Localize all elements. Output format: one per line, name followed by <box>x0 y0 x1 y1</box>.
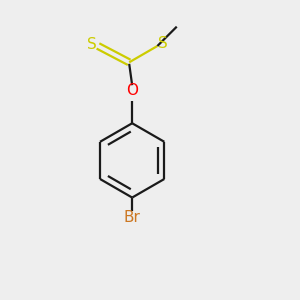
Text: Br: Br <box>124 210 141 225</box>
Text: O: O <box>126 83 138 98</box>
Text: S: S <box>87 37 96 52</box>
Text: S: S <box>158 36 168 51</box>
